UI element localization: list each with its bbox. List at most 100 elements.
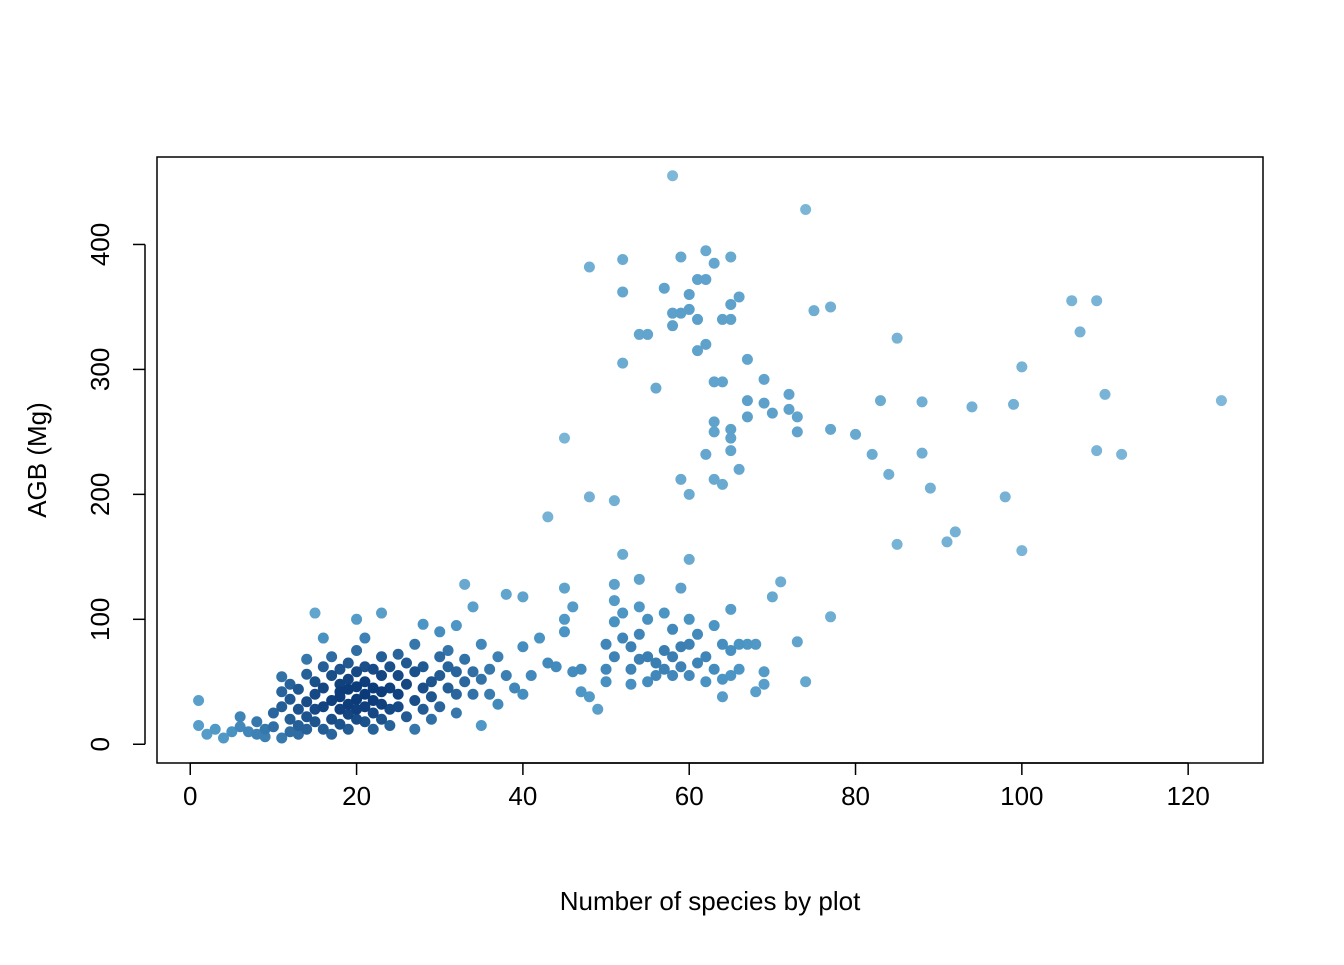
data-point [234,711,246,723]
data-point [400,678,412,690]
data-point [409,666,421,678]
data-point [292,703,304,715]
y-tick-label: 200 [85,473,115,516]
data-point [924,482,936,494]
data-point [1016,545,1028,557]
data-point [741,411,753,423]
data-point [434,701,446,713]
data-point [966,401,978,413]
data-point [783,388,795,400]
data-point [683,488,695,500]
data-point [326,728,338,740]
data-point [608,578,620,590]
data-point [708,257,720,269]
data-point [309,607,321,619]
data-point [542,657,554,669]
data-point [716,376,728,388]
data-point [392,688,404,700]
data-point [359,701,371,713]
data-point [301,696,313,708]
data-point [392,670,404,682]
data-point [758,666,770,678]
data-point [633,328,645,340]
data-point [758,678,770,690]
data-point [617,632,629,644]
data-point [800,203,812,215]
data-point [459,676,471,688]
data-point [317,723,329,735]
data-point [667,670,679,682]
data-point [276,732,288,744]
data-point [434,651,446,663]
data-point [384,720,396,732]
data-point [733,663,745,675]
data-point [916,447,928,459]
data-point [301,668,313,680]
data-point [758,397,770,409]
y-tick-label: 400 [85,223,115,266]
data-point [583,491,595,503]
data-point [683,670,695,682]
data-point [442,645,454,657]
data-point [193,695,205,707]
y-axis: 0 100 200 300 400 [85,223,146,751]
data-point [367,707,379,719]
data-point [850,428,862,440]
x-tick-label: 20 [342,781,371,811]
data-point [351,703,363,715]
data-point [417,661,429,673]
data-point [376,686,388,698]
data-point [874,395,886,407]
data-point [276,671,288,683]
data-point [750,638,762,650]
data-point [758,373,770,385]
data-point [658,663,670,675]
data-point [284,678,296,690]
data-point [359,676,371,688]
data-point [1215,395,1227,407]
x-tick-label: 0 [183,781,197,811]
data-point [242,726,254,738]
data-point [392,701,404,713]
data-point [334,718,346,730]
data-point [317,661,329,673]
data-point [949,526,961,538]
data-point [434,670,446,682]
data-point [550,661,562,673]
data-point [667,170,679,182]
data-point [376,670,388,682]
data-point [1074,326,1086,338]
data-point [725,251,737,263]
data-point [675,661,687,673]
data-point [592,703,604,715]
data-point [675,473,687,485]
data-point [642,328,654,340]
data-point [683,303,695,315]
data-point [492,651,504,663]
data-point [708,376,720,388]
data-point [409,695,421,707]
data-point [708,663,720,675]
data-point [941,536,953,548]
data-point [700,651,712,663]
data-point [309,688,321,700]
data-point [301,711,313,723]
data-point [692,657,704,669]
data-point [517,591,529,603]
x-tick-label: 100 [1000,781,1043,811]
data-point [725,603,737,615]
data-point [218,732,230,744]
data-point [326,670,338,682]
data-point [500,670,512,682]
data-point [617,286,629,298]
data-point [733,463,745,475]
data-point [608,651,620,663]
data-point [866,448,878,460]
data-point [633,653,645,665]
data-point [475,720,487,732]
data-point [741,353,753,365]
data-point [716,691,728,703]
data-point [658,607,670,619]
